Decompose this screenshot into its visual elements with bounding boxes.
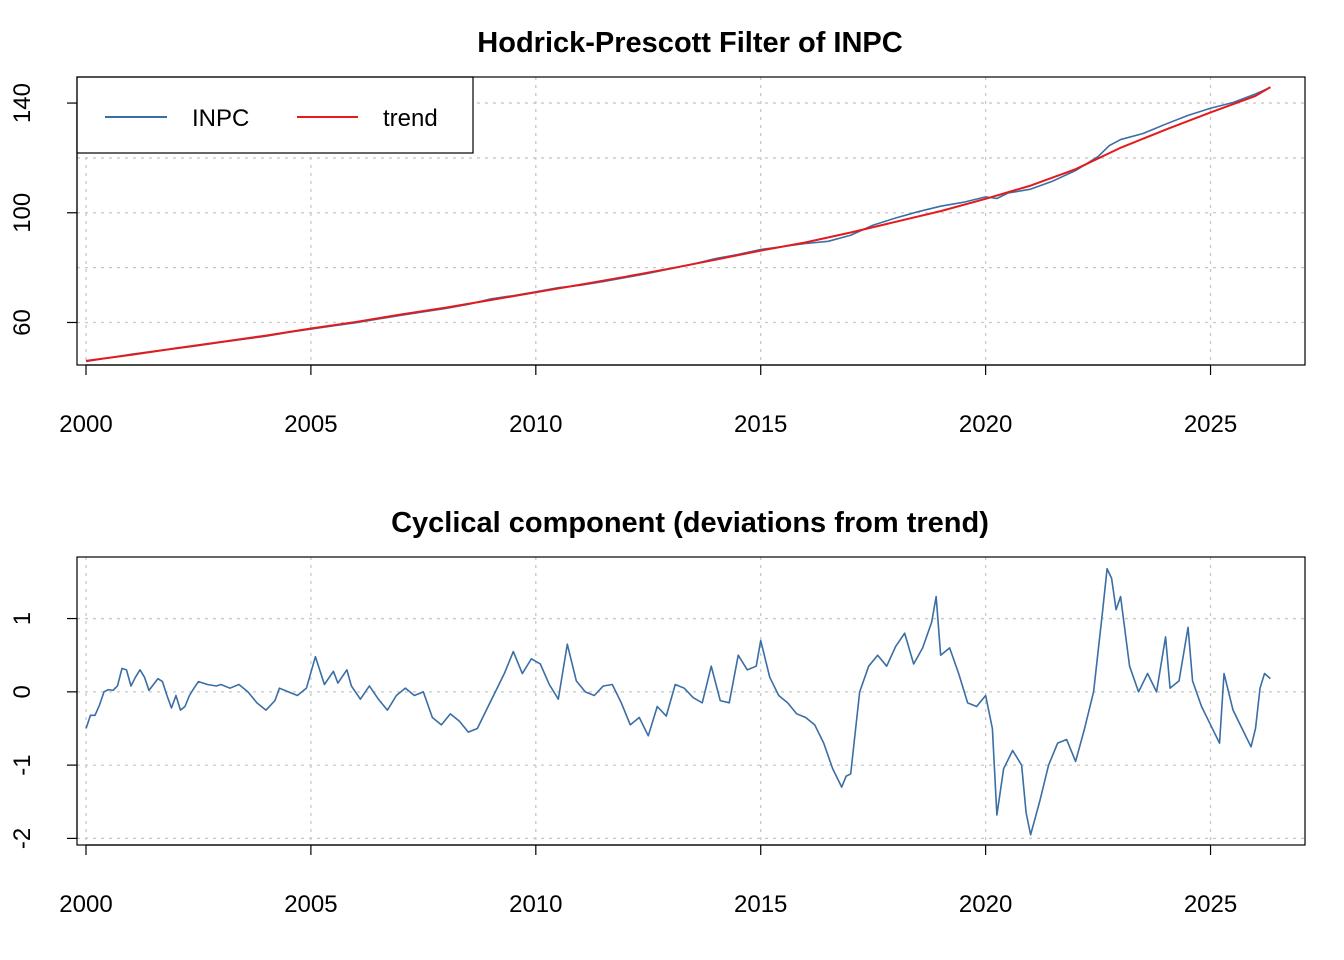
hp-filter-title: Hodrick-Prescott Filter of INPC xyxy=(477,27,902,59)
cycle-x-tick-label: 2025 xyxy=(1184,891,1237,918)
legend-label-inpc: INPC xyxy=(192,105,249,132)
hp-filter-x-tick-label: 2000 xyxy=(59,411,112,438)
hp-filter-panel: Hodrick-Prescott Filter of INPC 2000 2005… xyxy=(9,27,1306,438)
cycle-title: Cyclical component (deviations from tren… xyxy=(391,507,989,539)
cycle-x-tick-label: 2020 xyxy=(959,891,1012,918)
hp-filter-x-tick-label: 2010 xyxy=(509,411,562,438)
cycle-plot-box xyxy=(76,556,1306,846)
cycle-panel: Cyclical component (deviations from tren… xyxy=(9,507,1306,918)
hp-filter-x-tick-label: 2015 xyxy=(734,411,787,438)
cycle-y-tick-label: -1 xyxy=(9,754,36,775)
cycle-y-tick-label: -2 xyxy=(9,828,36,849)
cycle-y-tick-label: 1 xyxy=(9,612,36,625)
cycle-series xyxy=(85,567,1271,836)
cycle-x-tick-label: 2005 xyxy=(284,891,337,918)
cycle-grid xyxy=(77,557,1305,845)
legend: INPC trend xyxy=(76,76,474,154)
cycle-x-tick-label: 2000 xyxy=(59,891,112,918)
hp-filter-y-tick-label: 100 xyxy=(9,193,36,233)
cycle-series-line-cycle xyxy=(85,567,1271,836)
hp-filter-y-tick-label: 60 xyxy=(9,309,36,336)
hp-filter-series xyxy=(85,86,1271,363)
cycle-x-tick-label: 2010 xyxy=(509,891,562,918)
legend-label-trend: trend xyxy=(383,105,438,132)
hp-filter-x-tick-label: 2020 xyxy=(959,411,1012,438)
hp-filter-y-tick-label: 140 xyxy=(9,83,36,123)
hp-filter-x-tick-label: 2025 xyxy=(1184,411,1237,438)
hp-filter-y-axis: 60 100 140 xyxy=(9,83,78,336)
hp-filter-x-tick-label: 2005 xyxy=(284,411,337,438)
hp-filter-series-line-trend xyxy=(85,86,1271,362)
legend-box xyxy=(76,76,474,154)
hp-filter-plot-box xyxy=(76,76,1306,366)
cycle-x-tick-label: 2015 xyxy=(734,891,787,918)
cycle-y-tick-label: 0 xyxy=(9,685,36,698)
